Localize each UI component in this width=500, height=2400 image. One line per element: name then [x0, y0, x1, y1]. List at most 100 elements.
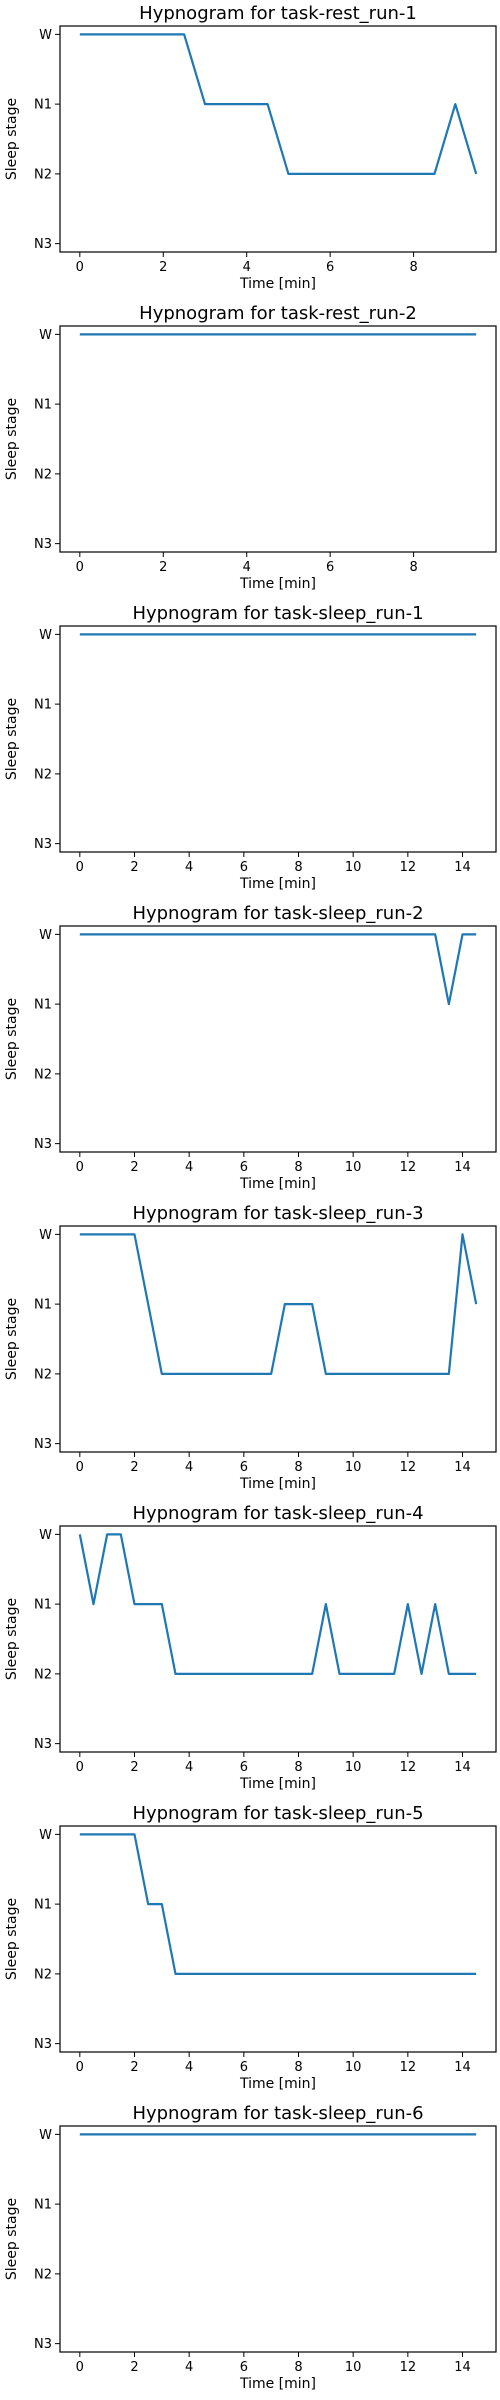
- y-axis-label: Sleep stage: [4, 98, 20, 180]
- x-tick-label: 6: [326, 560, 334, 575]
- x-tick-label: 12: [400, 2360, 417, 2375]
- series-line: [79, 933, 477, 1006]
- x-tick-label: 12: [400, 1460, 417, 1475]
- hypnogram-panel: Hypnogram for task-sleep_run-4 0 2 4 6 8 10 12 1…: [4, 1503, 497, 1792]
- y-axis-label: Sleep stage: [4, 2198, 20, 2280]
- y-tick-label: N1: [34, 98, 52, 113]
- x-tick-label: 6: [240, 860, 248, 875]
- x-axis-label: Time [min]: [239, 276, 316, 292]
- y-tick-label: N2: [34, 167, 52, 182]
- axes-frame: [59, 1825, 497, 2053]
- x-tick-label: 10: [345, 1460, 362, 1475]
- x-axis-label: Time [min]: [239, 2376, 316, 2392]
- x-tick-label: 0: [76, 260, 84, 275]
- x-tick-label: 2: [130, 860, 138, 875]
- chart-title: Hypnogram for task-sleep_run-3: [132, 1203, 423, 1224]
- axes-frame: [59, 1525, 497, 1753]
- x-tick-label: 8: [409, 560, 417, 575]
- axes-frame: [59, 325, 497, 553]
- x-tick-label: 0: [76, 1460, 84, 1475]
- x-tick-label: 10: [345, 1160, 362, 1175]
- y-tick-label: W: [39, 1828, 52, 1843]
- x-tick-label: 6: [240, 2060, 248, 2075]
- y-tick-label: W: [39, 328, 52, 343]
- x-tick-label: 14: [454, 1460, 471, 1475]
- x-axis-label: Time [min]: [239, 876, 316, 892]
- x-tick-label: 14: [454, 2360, 471, 2375]
- x-tick-label: 8: [294, 2060, 302, 2075]
- x-axis-label: Time [min]: [239, 1776, 316, 1792]
- x-tick-label: 8: [294, 2360, 302, 2375]
- x-tick-label: 4: [185, 860, 193, 875]
- x-tick-label: 0: [76, 1760, 84, 1775]
- x-axis-label: Time [min]: [239, 576, 316, 592]
- y-tick-label: N2: [34, 2267, 52, 2282]
- hypnogram-panel: Hypnogram for task-sleep_run-3 0 2 4 6 8 10 12 1…: [4, 1203, 497, 1492]
- y-tick-label: N3: [34, 237, 52, 252]
- x-tick-label: 10: [345, 2360, 362, 2375]
- y-tick-label: N2: [34, 1067, 52, 1082]
- x-tick-label: 4: [185, 1160, 193, 1175]
- y-tick-label: N2: [34, 1367, 52, 1382]
- x-tick-label: 12: [400, 1160, 417, 1175]
- x-tick-label: 14: [454, 860, 471, 875]
- y-tick-label: N3: [34, 537, 52, 552]
- x-tick-label: 2: [159, 260, 167, 275]
- x-tick-label: 14: [454, 1760, 471, 1775]
- chart-title: Hypnogram for task-sleep_run-4: [132, 1503, 423, 1524]
- y-tick-label: W: [39, 1528, 52, 1543]
- chart-title: Hypnogram for task-rest_run-2: [139, 303, 417, 324]
- y-tick-label: W: [39, 628, 52, 643]
- y-tick-label: N3: [34, 2337, 52, 2352]
- x-tick-label: 6: [326, 260, 334, 275]
- y-tick-label: W: [39, 28, 52, 43]
- y-tick-label: N2: [34, 1967, 52, 1982]
- y-tick-label: W: [39, 928, 52, 943]
- x-tick-label: 0: [76, 2360, 84, 2375]
- chart-title: Hypnogram for task-sleep_run-1: [132, 603, 423, 624]
- x-tick-label: 6: [240, 1160, 248, 1175]
- y-axis-label: Sleep stage: [4, 398, 20, 480]
- x-tick-label: 2: [130, 1460, 138, 1475]
- x-tick-label: 12: [400, 860, 417, 875]
- axes-frame: [59, 2125, 497, 2353]
- y-tick-label: N3: [34, 837, 52, 852]
- axes-frame: [59, 1225, 497, 1453]
- x-tick-label: 10: [345, 2060, 362, 2075]
- x-tick-label: 8: [409, 260, 417, 275]
- y-tick-label: N3: [34, 1137, 52, 1152]
- y-tick-label: N3: [34, 2037, 52, 2052]
- y-axis-label: Sleep stage: [4, 998, 20, 1080]
- y-tick-label: N1: [34, 698, 52, 713]
- x-tick-label: 2: [130, 1760, 138, 1775]
- series-line: [79, 1233, 478, 1375]
- x-axis-label: Time [min]: [239, 1176, 316, 1192]
- y-axis-label: Sleep stage: [4, 698, 20, 780]
- hypnogram-panel: Hypnogram for task-rest_run-2 0 2 4 6 8 W N1 N2 N…: [4, 303, 497, 592]
- x-tick-label: 2: [130, 1160, 138, 1175]
- axes-frame: [59, 625, 497, 853]
- x-tick-label: 4: [185, 2360, 193, 2375]
- x-tick-label: 14: [454, 1160, 471, 1175]
- chart-title: Hypnogram for task-sleep_run-2: [132, 903, 423, 924]
- x-tick-label: 2: [130, 2060, 138, 2075]
- series-line: [79, 33, 478, 175]
- y-tick-label: N2: [34, 767, 52, 782]
- x-axis-label: Time [min]: [239, 1476, 316, 1492]
- y-tick-label: N2: [34, 1667, 52, 1682]
- series-line: [78, 1533, 477, 1675]
- x-tick-label: 14: [454, 2060, 471, 2075]
- x-tick-label: 6: [240, 1460, 248, 1475]
- x-tick-label: 6: [240, 2360, 248, 2375]
- y-tick-label: N1: [34, 2198, 52, 2213]
- y-tick-label: N1: [34, 398, 52, 413]
- axes-frame: [59, 925, 497, 1153]
- x-tick-label: 6: [240, 1760, 248, 1775]
- x-tick-label: 4: [185, 2060, 193, 2075]
- y-axis-label: Sleep stage: [4, 1898, 20, 1980]
- x-tick-label: 0: [76, 2060, 84, 2075]
- y-tick-label: N1: [34, 1598, 52, 1613]
- x-tick-label: 12: [400, 2060, 417, 2075]
- x-tick-label: 2: [159, 560, 167, 575]
